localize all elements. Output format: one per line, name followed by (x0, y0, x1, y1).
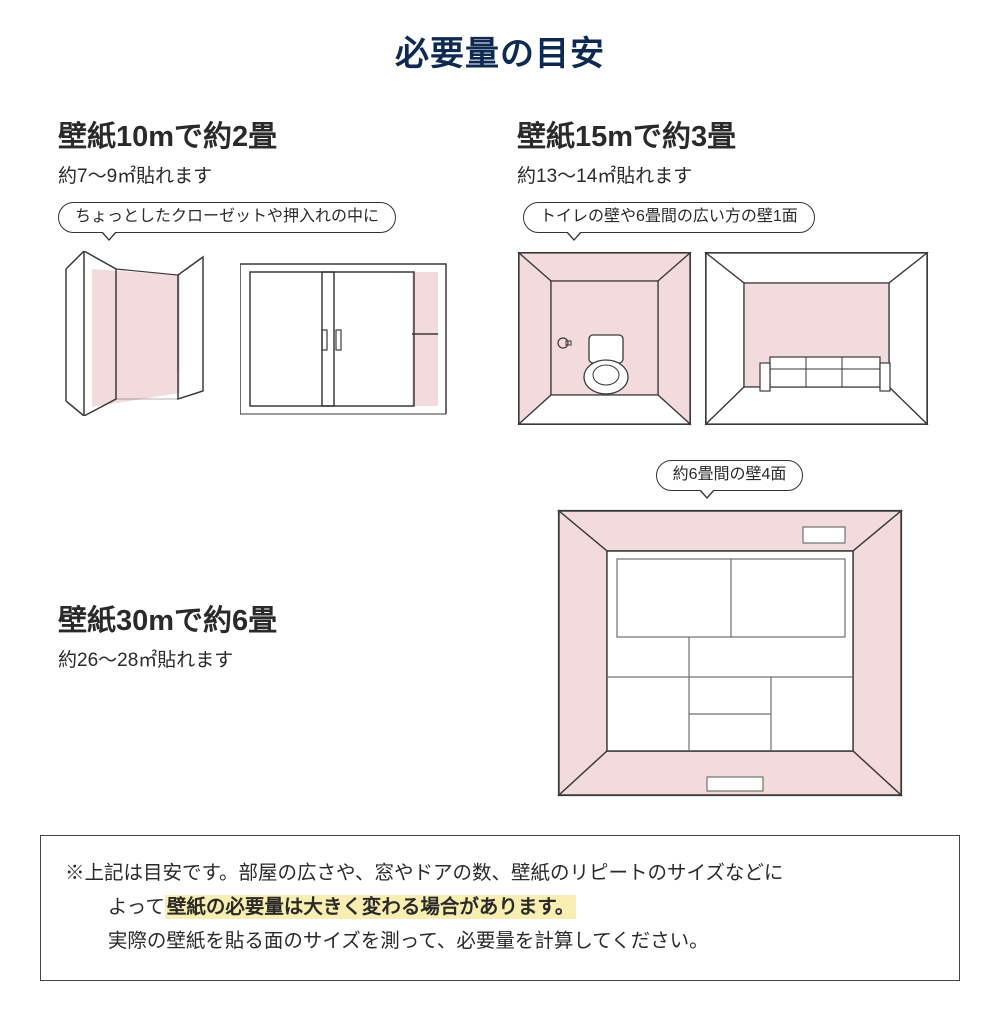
subline-30m: 約26〜28㎡貼れます (58, 645, 483, 672)
note-line1: ※上記は目安です。部屋の広さや、窓やドアの数、壁紙のリピートのサイズなどに (65, 862, 783, 884)
note-line2-wrap: よって壁紙の必要量は大きく変わる場合があります。 (65, 890, 935, 924)
section-grid: 壁紙10mで約2畳 約7〜9㎡貼れます ちょっとしたクローゼットや押入れの中に (0, 113, 1000, 799)
closet-icon (58, 251, 218, 416)
note-line2a: よって (108, 896, 165, 918)
note-highlight: 壁紙の必要量は大きく変わる場合があります。 (165, 895, 577, 919)
headline-30m: 壁紙30mで約6畳 (58, 597, 483, 639)
caption-bubble-10m: ちょっとしたクローゼットや押入れの中に (58, 202, 396, 233)
section-10m: 壁紙10mで約2畳 約7〜9㎡貼れます ちょっとしたクローゼットや押入れの中に (58, 113, 483, 426)
section-6jo: 約6畳間の壁4面 (517, 440, 942, 799)
note-box: ※上記は目安です。部屋の広さや、窓やドアの数、壁紙のリピートのサイズなどに よっ… (40, 835, 960, 981)
subline-15m: 約13〜14㎡貼れます (517, 161, 942, 188)
section-15m: 壁紙15mで約3畳 約13〜14㎡貼れます トイレの壁や6畳間の広い方の壁1面 (517, 113, 942, 426)
section-30m: 壁紙30mで約6畳 約26〜28㎡貼れます (58, 567, 483, 672)
illustration-15m (517, 251, 942, 426)
page-title: 必要量の目安 (0, 26, 1000, 75)
toilet-room-icon (517, 251, 692, 426)
illustration-10m (58, 251, 483, 416)
room-onewall-icon (704, 251, 929, 426)
headline-15m: 壁紙15mで約3畳 (517, 113, 942, 155)
caption-bubble-15m: トイレの壁や6畳間の広い方の壁1面 (523, 202, 815, 233)
subline-10m: 約7〜9㎡貼れます (58, 161, 483, 188)
headline-10m: 壁紙10mで約2畳 (58, 113, 483, 155)
caption-bubble-6jo: 約6畳間の壁4面 (656, 460, 804, 491)
note-line3: 実際の壁紙を貼る面のサイズを測って、必要量を計算してください。 (65, 924, 935, 958)
oshiire-icon (240, 256, 450, 416)
room-4walls-icon (555, 507, 905, 799)
